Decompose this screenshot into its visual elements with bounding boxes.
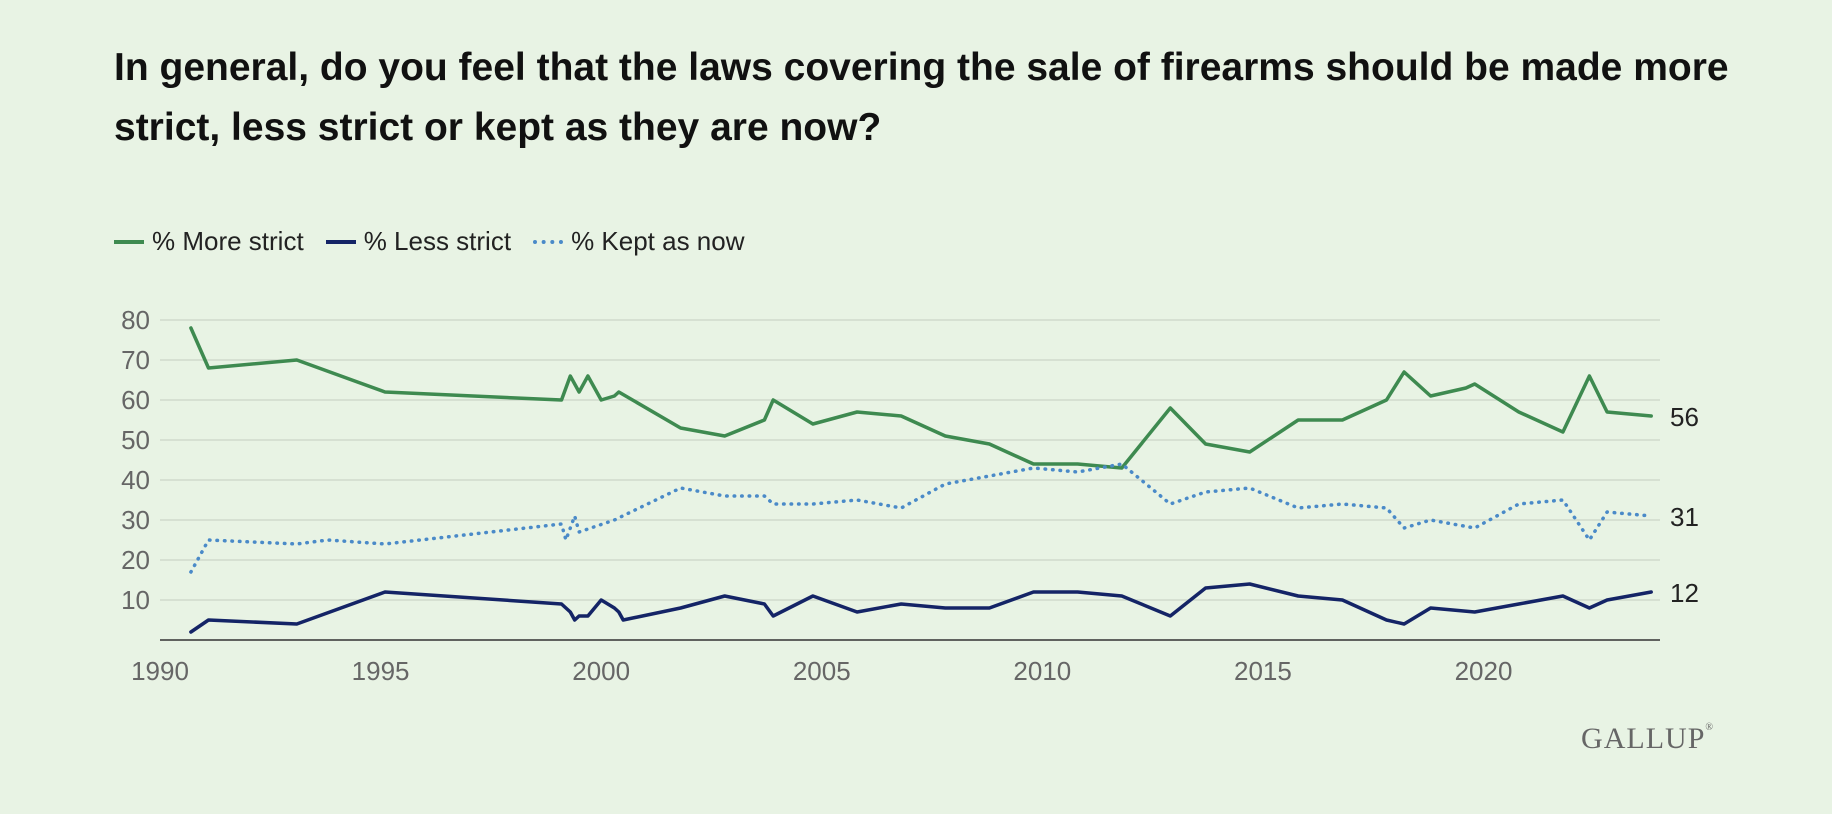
x-tick-label-1995: 1995 — [352, 656, 410, 686]
chart-legend: % More strict % Less strict % Kept as no… — [114, 226, 767, 257]
logo-registered-mark: ® — [1705, 722, 1714, 733]
legend-swatch-more-strict — [114, 239, 144, 244]
logo-text: GALLUP — [1581, 722, 1706, 755]
end-labels: 56 12 31 — [1670, 402, 1699, 608]
end-label-kept-as-now: 31 — [1670, 502, 1699, 532]
series-line-kept-as-now — [189, 462, 1653, 574]
series-line-less-strict — [189, 582, 1653, 634]
legend-item-more-strict: % More strict — [114, 226, 304, 257]
y-tick-label-70: 70 — [121, 345, 150, 375]
x-tick-label-2015: 2015 — [1234, 656, 1292, 686]
x-tick-label-1990: 1990 — [131, 656, 189, 686]
end-label-less-strict: 12 — [1670, 578, 1699, 608]
series-lines — [189, 326, 1653, 634]
y-tick-label-30: 30 — [121, 505, 150, 535]
chart-title: In general, do you feel that the laws co… — [114, 46, 1729, 149]
x-tick-label-2005: 2005 — [793, 656, 851, 686]
x-tick-label-2010: 2010 — [1013, 656, 1071, 686]
end-label-more-strict: 56 — [1670, 402, 1699, 432]
x-tick-label-2000: 2000 — [572, 656, 630, 686]
gridlines — [160, 319, 1660, 601]
y-tick-label-60: 60 — [121, 385, 150, 415]
legend-label-less-strict: % Less strict — [363, 226, 512, 256]
legend-label-kept-as-now: % Kept as now — [571, 226, 745, 256]
gallup-logo: GALLUP® — [1581, 722, 1714, 756]
y-tick-label-20: 20 — [121, 545, 150, 575]
series-line-more-strict — [189, 326, 1653, 470]
axes: 10 20 30 40 50 60 70 80 1990 1995 2000 2005 2010 2015… — [121, 305, 1660, 686]
y-tick-label-50: 50 — [121, 425, 150, 455]
y-tick-label-40: 40 — [121, 465, 150, 495]
x-tick-label-2020: 2020 — [1455, 656, 1513, 686]
legend-item-kept-as-now: % Kept as now — [533, 226, 745, 257]
legend-swatch-less-strict — [325, 239, 356, 244]
legend-swatch-kept-as-now — [533, 239, 564, 244]
y-tick-label-10: 10 — [121, 585, 150, 615]
legend-label-more-strict: % More strict — [152, 226, 304, 256]
legend-item-less-strict: % Less strict — [325, 226, 512, 257]
y-tick-label-80: 80 — [121, 305, 150, 335]
